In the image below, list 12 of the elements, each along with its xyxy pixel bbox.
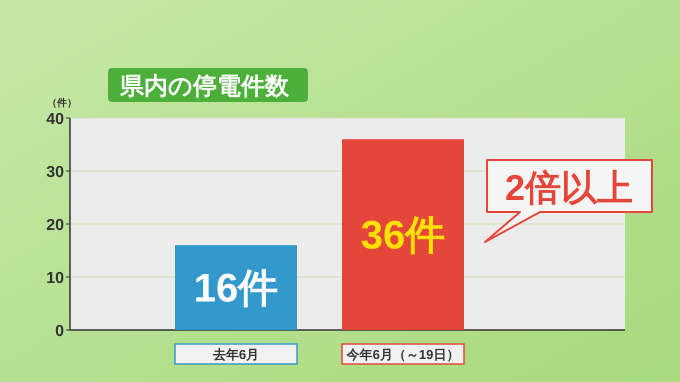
y-tick-label: 20 bbox=[46, 217, 64, 234]
chart-title: 県内の停電件数 bbox=[119, 73, 290, 100]
data-label: 16件 bbox=[194, 266, 278, 311]
y-tick-label: 30 bbox=[46, 164, 64, 181]
y-tick-label: 0 bbox=[55, 323, 64, 340]
y-tick-label: 40 bbox=[46, 111, 64, 128]
x-tick-label: 今年6月（～19日） bbox=[346, 347, 460, 362]
y-axis-title: （件） bbox=[47, 97, 77, 109]
x-tick-label: 去年6月 bbox=[212, 347, 260, 362]
y-tick-label: 10 bbox=[46, 270, 64, 287]
annotation: 2倍以上 bbox=[504, 167, 634, 208]
data-label: 36件 bbox=[360, 214, 446, 258]
